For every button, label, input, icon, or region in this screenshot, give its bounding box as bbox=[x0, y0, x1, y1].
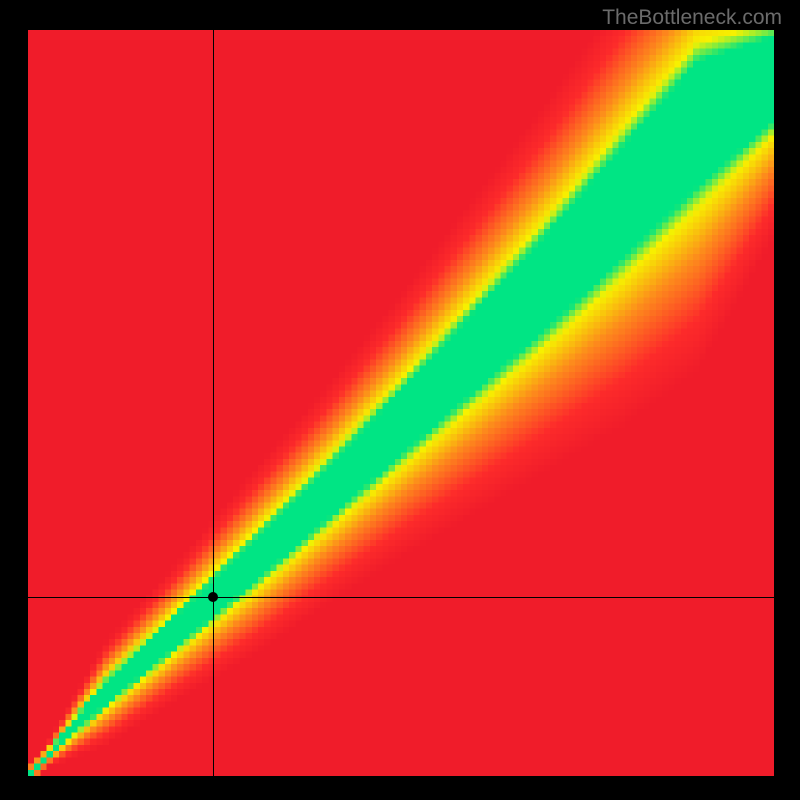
crosshair-vertical bbox=[213, 30, 214, 776]
crosshair-horizontal bbox=[28, 597, 774, 598]
heatmap-chart bbox=[28, 30, 774, 776]
marker-point bbox=[208, 592, 218, 602]
watermark-text: TheBottleneck.com bbox=[602, 6, 782, 30]
heatmap-canvas bbox=[28, 30, 774, 776]
